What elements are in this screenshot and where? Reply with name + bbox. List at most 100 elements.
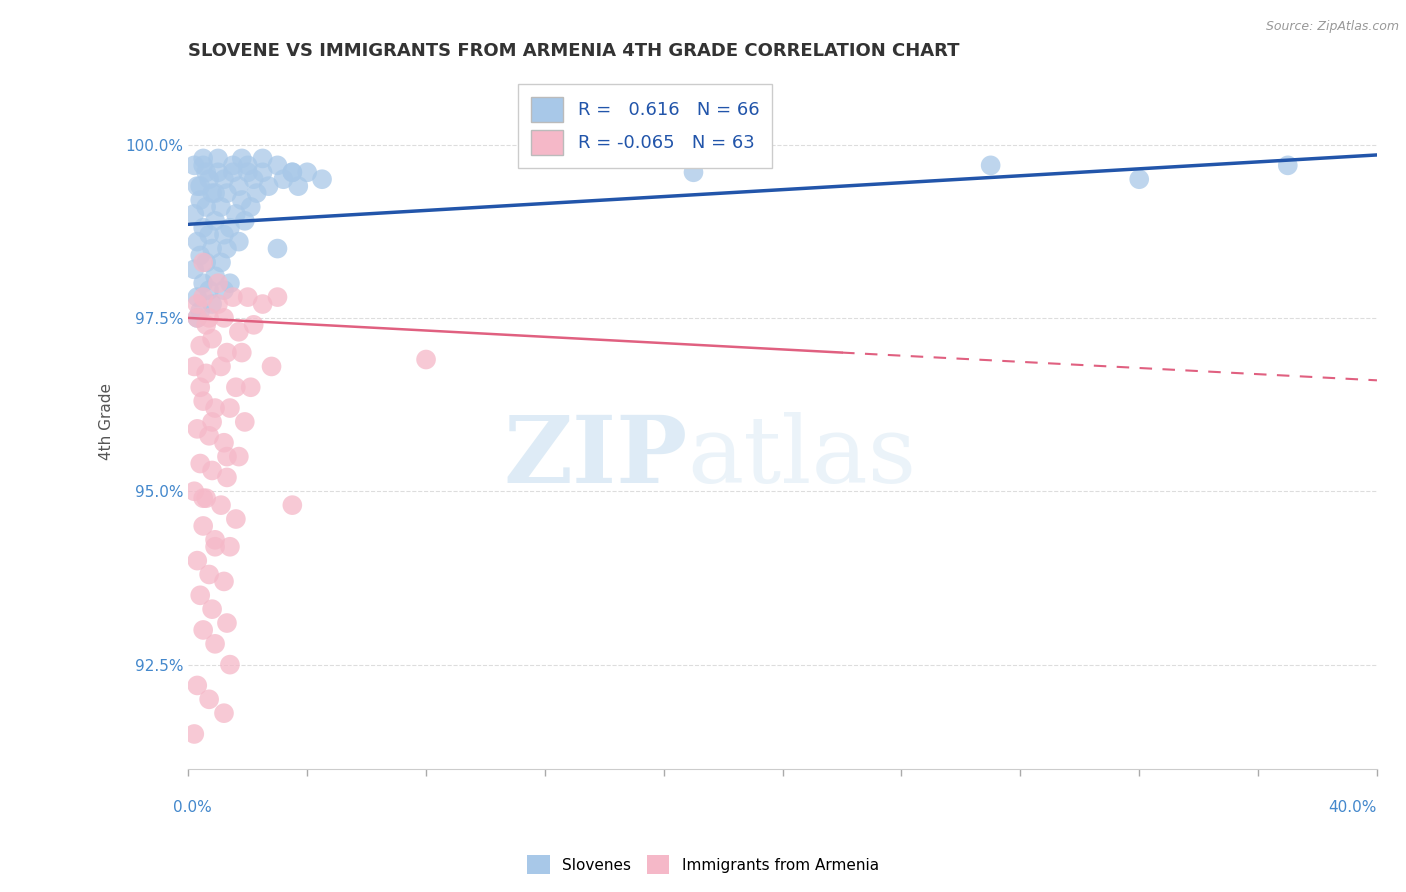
Point <box>215 186 238 200</box>
Point <box>193 152 215 166</box>
Point <box>252 297 274 311</box>
Point <box>195 165 218 179</box>
Point <box>266 290 288 304</box>
Point <box>195 367 218 381</box>
Point <box>225 512 247 526</box>
Point <box>193 623 215 637</box>
Point <box>231 193 253 207</box>
Point <box>209 200 232 214</box>
Point <box>186 678 208 692</box>
Text: SLOVENE VS IMMIGRANTS FROM ARMENIA 4TH GRADE CORRELATION CHART: SLOVENE VS IMMIGRANTS FROM ARMENIA 4TH G… <box>188 42 960 60</box>
Point <box>225 380 247 394</box>
Point <box>195 200 218 214</box>
Point <box>228 235 250 249</box>
Point <box>201 332 224 346</box>
Point <box>201 242 224 256</box>
Point <box>239 380 262 394</box>
Point <box>188 248 211 262</box>
Y-axis label: 4th Grade: 4th Grade <box>100 384 114 460</box>
Point <box>183 359 205 374</box>
Point <box>188 179 211 194</box>
Point <box>219 277 242 291</box>
Point <box>242 318 264 332</box>
Point <box>188 457 211 471</box>
Point <box>188 588 211 602</box>
Point <box>193 491 215 506</box>
Point <box>228 179 250 194</box>
Point <box>204 401 226 415</box>
Point <box>231 345 253 359</box>
Point <box>222 158 245 172</box>
Point <box>186 310 208 325</box>
Point <box>193 394 215 409</box>
Point <box>204 269 226 284</box>
Text: atlas: atlas <box>688 411 917 501</box>
Point <box>204 533 226 547</box>
Point <box>295 165 318 179</box>
Point <box>183 207 205 221</box>
Point <box>219 401 242 415</box>
Point <box>222 290 245 304</box>
Point <box>209 498 232 512</box>
Text: Source: ZipAtlas.com: Source: ZipAtlas.com <box>1265 20 1399 33</box>
Point <box>207 152 229 166</box>
Text: 40.0%: 40.0% <box>1329 800 1376 815</box>
Point <box>225 207 247 221</box>
Point <box>212 435 235 450</box>
Point <box>287 179 309 194</box>
Point <box>273 172 295 186</box>
Point <box>193 277 215 291</box>
Point <box>222 165 245 179</box>
Point <box>242 172 264 186</box>
Point <box>207 297 229 311</box>
Point <box>257 179 280 194</box>
Point <box>415 352 437 367</box>
Point <box>281 165 304 179</box>
Point <box>183 484 205 499</box>
Point <box>186 290 208 304</box>
Point <box>198 692 221 706</box>
Point <box>207 165 229 179</box>
Point <box>228 325 250 339</box>
Point <box>215 345 238 359</box>
Point <box>212 310 235 325</box>
Point <box>281 498 304 512</box>
Point <box>186 235 208 249</box>
Point <box>198 172 221 186</box>
Text: ZIP: ZIP <box>503 411 688 501</box>
Point <box>198 310 221 325</box>
Point <box>195 255 218 269</box>
Point <box>198 227 221 242</box>
Point <box>204 637 226 651</box>
Point <box>198 567 221 582</box>
Point <box>219 220 242 235</box>
Point <box>682 165 704 179</box>
Point <box>980 158 1002 172</box>
Point <box>186 179 208 194</box>
Point <box>186 310 208 325</box>
Point <box>198 429 221 443</box>
Point <box>233 415 256 429</box>
Point <box>188 304 211 318</box>
Point <box>204 186 226 200</box>
Point <box>193 519 215 533</box>
Point <box>188 380 211 394</box>
Point <box>204 214 226 228</box>
Point <box>212 227 235 242</box>
Point <box>209 255 232 269</box>
Point <box>266 242 288 256</box>
Point <box>233 214 256 228</box>
Point <box>195 318 218 332</box>
Point <box>201 602 224 616</box>
Point <box>1128 172 1150 186</box>
Point <box>215 470 238 484</box>
Point <box>183 158 205 172</box>
Point <box>195 491 218 506</box>
Point <box>193 158 215 172</box>
Point <box>198 283 221 297</box>
Point <box>260 359 283 374</box>
Point <box>183 727 205 741</box>
Point <box>219 540 242 554</box>
Point <box>236 165 259 179</box>
Point <box>246 186 269 200</box>
